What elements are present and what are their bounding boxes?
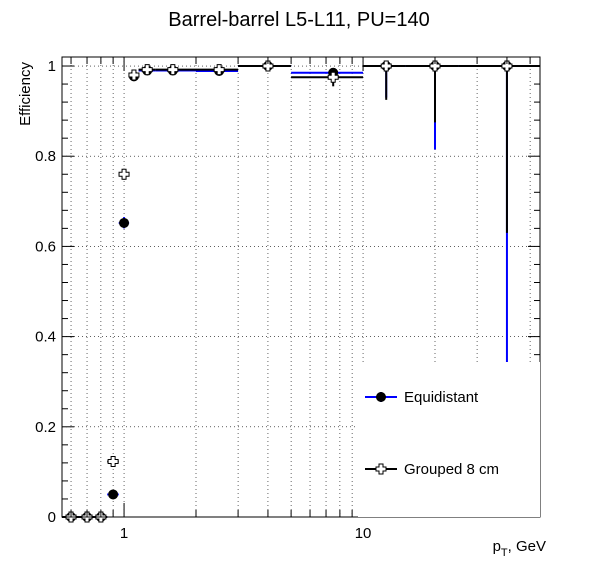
x-axis-label-sub: T	[501, 547, 508, 559]
y-tick-label: 0.6	[35, 238, 56, 255]
data-point	[107, 456, 119, 468]
marker-open-cross	[118, 168, 130, 180]
legend: Equidistant Grouped 8 cm	[358, 362, 540, 517]
marker-open-cross	[141, 64, 153, 76]
x-tick-label: 1	[120, 525, 128, 542]
x-tick-label: 10	[355, 525, 372, 542]
data-point	[118, 168, 130, 180]
legend-entry: Grouped 8 cm	[365, 461, 499, 478]
y-tick-label: 1	[48, 58, 56, 75]
data-point	[195, 64, 239, 76]
y-tick-label: 0	[48, 509, 56, 526]
data-point	[118, 217, 130, 229]
marker-open-cross	[501, 60, 513, 72]
data-point	[405, 61, 459, 150]
x-axis-label: pT, GeV	[493, 538, 546, 559]
marker-open-cross	[429, 60, 441, 72]
legend-box	[358, 362, 540, 517]
data-point	[405, 60, 459, 123]
marker-open-cross	[262, 60, 274, 72]
marker-open-cross	[213, 64, 225, 76]
x-axis-label-tail: , GeV	[508, 538, 546, 555]
data-point	[458, 61, 540, 364]
data-point	[107, 489, 119, 500]
marker-open-cross	[375, 463, 387, 475]
data-point	[291, 70, 364, 87]
chart-title: Barrel-barrel L5-L11, PU=140	[168, 9, 429, 31]
y-tick-label: 0.2	[35, 419, 56, 436]
data-point	[363, 60, 406, 100]
marker-open-cross	[107, 456, 119, 468]
x-axis-label-main: p	[493, 538, 501, 555]
marker-open-cross	[327, 71, 339, 83]
marker-open-cross	[128, 69, 140, 81]
y-axis-label: Efficiency	[17, 62, 34, 126]
plot-frame	[61, 56, 541, 518]
legend-label: Grouped 8 cm	[404, 461, 499, 478]
marker-circle	[376, 392, 386, 402]
marker-circle	[119, 217, 130, 228]
data-point	[155, 64, 196, 76]
series-grouped-8cm	[62, 60, 540, 523]
data-point	[138, 64, 156, 76]
data-point	[238, 60, 292, 72]
data-point	[128, 69, 140, 81]
legend-entry: Equidistant	[365, 389, 479, 406]
y-tick-label: 0.4	[35, 329, 56, 346]
legend-label: Equidistant	[404, 389, 479, 406]
marker-circle	[108, 489, 119, 500]
data-point	[458, 60, 540, 233]
marker-open-cross	[380, 60, 392, 72]
y-tick-label: 0.8	[35, 148, 56, 165]
marker-open-cross	[167, 64, 179, 76]
